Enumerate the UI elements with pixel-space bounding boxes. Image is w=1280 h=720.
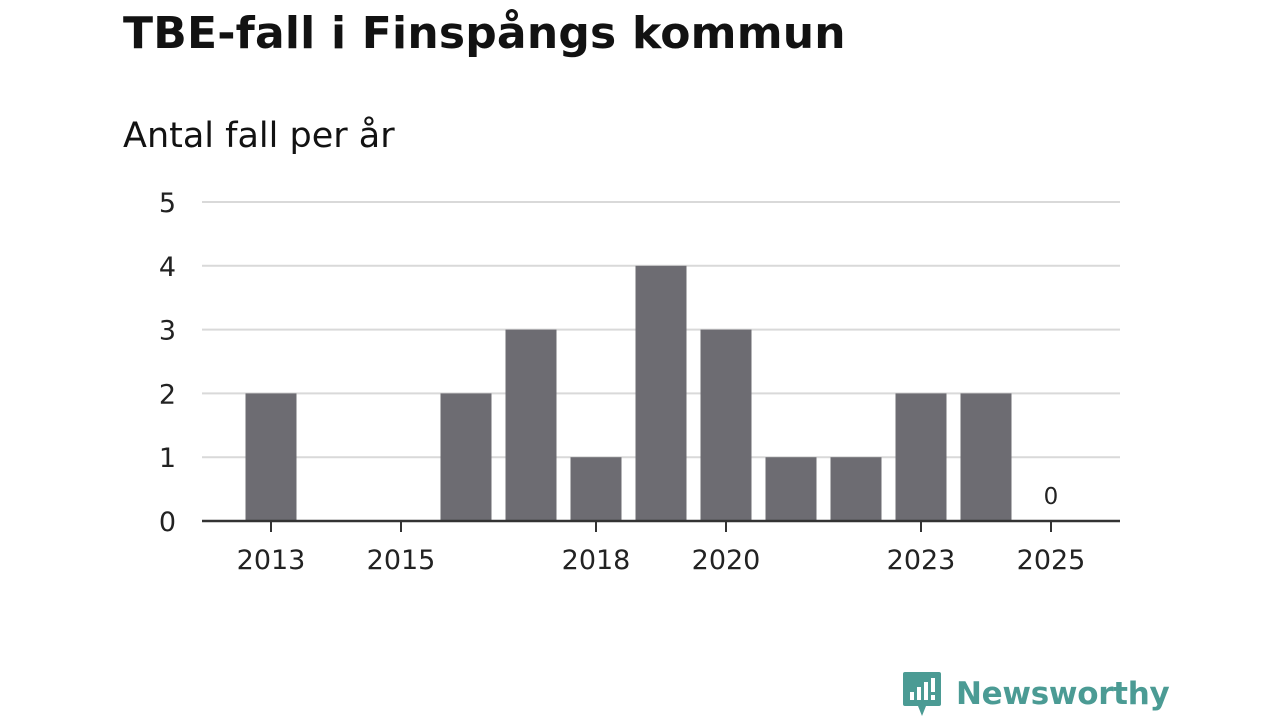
x-tick-label: 2025 bbox=[1017, 545, 1086, 576]
y-tick-label: 4 bbox=[159, 252, 176, 283]
bar bbox=[635, 265, 687, 521]
y-tick-label: 0 bbox=[159, 507, 176, 538]
bar bbox=[245, 393, 297, 521]
bar bbox=[765, 457, 817, 521]
y-tick-label: 2 bbox=[159, 379, 176, 410]
y-tick-label: 5 bbox=[159, 188, 176, 219]
x-tick-label: 2018 bbox=[562, 545, 631, 576]
x-tick-label: 2023 bbox=[887, 545, 956, 576]
x-tick-label: 2015 bbox=[367, 545, 436, 576]
x-tick-label: 2013 bbox=[237, 545, 306, 576]
brand-logo: Newsworthy bbox=[902, 670, 1170, 718]
newsworthy-logo-icon bbox=[903, 672, 941, 716]
y-tick-label: 3 bbox=[159, 316, 176, 347]
x-tick-label: 2020 bbox=[692, 545, 761, 576]
data-label: 0 bbox=[1044, 484, 1059, 510]
chart-subtitle: Antal fall per år bbox=[123, 116, 395, 156]
bar bbox=[700, 329, 752, 521]
bar bbox=[570, 457, 622, 521]
y-tick-label: 1 bbox=[159, 443, 176, 474]
bar bbox=[830, 457, 882, 521]
bar bbox=[440, 393, 492, 521]
bar bbox=[895, 393, 947, 521]
brand-name: Newsworthy bbox=[956, 676, 1170, 712]
bar bbox=[505, 329, 557, 521]
bar bbox=[960, 393, 1012, 521]
chart-title: TBE-fall i Finspångs kommun bbox=[123, 8, 846, 59]
